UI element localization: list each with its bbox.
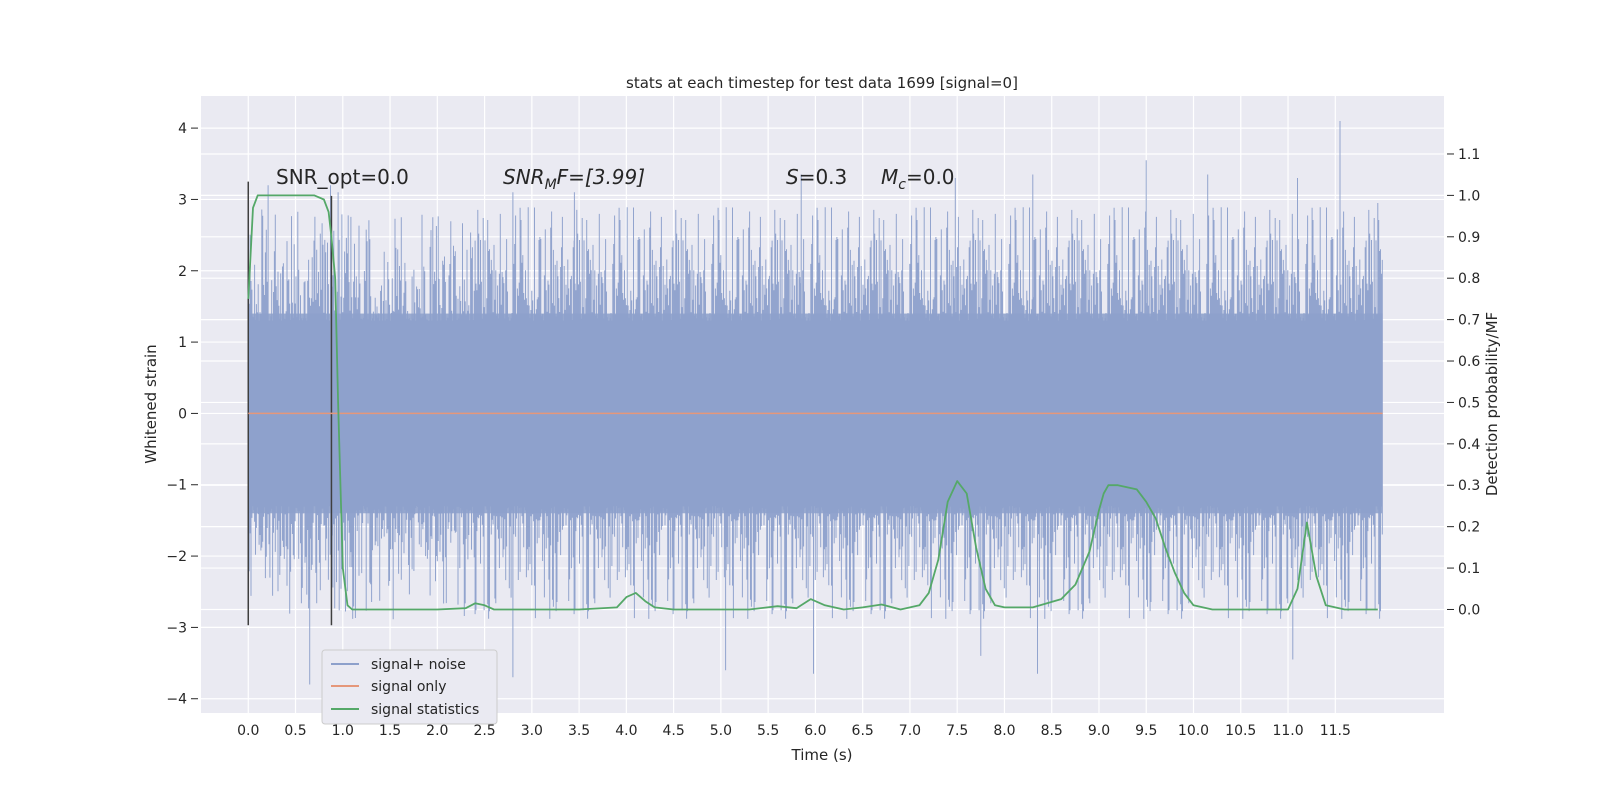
x-tick-label: 8.0 <box>993 723 1015 739</box>
legend: signal+ noise signal only signal statist… <box>321 649 498 725</box>
mc-sub: c <box>898 177 906 193</box>
y2-tick-label: 0.4 <box>1458 437 1480 453</box>
marker-lines <box>247 181 333 626</box>
y2-tick-label: 1.0 <box>1458 188 1480 204</box>
signal-statistics-line <box>247 194 1378 611</box>
annotation-mc: Mc=0.0 <box>881 165 955 193</box>
x-tick-label: 1.0 <box>332 723 354 739</box>
x-axis-title: Time (s) <box>791 746 853 764</box>
y2-tick-label: 0.5 <box>1458 395 1480 411</box>
y-tick-label: 2 <box>178 264 187 280</box>
y2-axis-title: Detection probability/MF <box>1483 312 1501 496</box>
y-tick-label: 4 <box>178 121 187 137</box>
y2-tick-label: 0.2 <box>1458 520 1480 536</box>
x-tick-label: 6.5 <box>852 723 874 739</box>
x-tick-label: 11.5 <box>1320 723 1351 739</box>
s-var: S <box>786 165 799 189</box>
x-tick-label: 10.5 <box>1225 723 1256 739</box>
annotation-snr-opt: SNR_opt=0.0 <box>276 165 409 189</box>
x-tick-label: 5.0 <box>710 723 732 739</box>
legend-label-signal-statistics: signal statistics <box>371 702 479 718</box>
y-tick-label: −2 <box>166 549 187 565</box>
y2-tick-label: 0.1 <box>1458 561 1480 577</box>
annotation-snr-mf: SNRMF=[3.99] <box>503 165 645 193</box>
tick-labels: 0.0 0.5 1.0 1.5 2.0 2.5 3.0 3.5 4.0 4.5 5.0 5.5 6.0 6… <box>166 121 1480 739</box>
x-tick-label: 7.5 <box>946 723 968 739</box>
x-tick-label: 6.0 <box>804 723 826 739</box>
legend-box <box>321 649 498 725</box>
y-tick-label: 0 <box>178 406 187 422</box>
y2-tick-label: 0.0 <box>1458 602 1480 618</box>
x-tick-label: 7.0 <box>899 723 921 739</box>
x-tick-label: 4.0 <box>615 723 637 739</box>
y-tick-label: −1 <box>166 478 187 494</box>
mc-var: M <box>881 165 898 189</box>
y-tick-label: −3 <box>166 620 187 636</box>
y2-tick-label: 1.1 <box>1458 147 1480 163</box>
x-tick-label: 1.5 <box>379 723 401 739</box>
x-tick-label: 5.5 <box>757 723 779 739</box>
x-tick-label: 4.5 <box>662 723 684 739</box>
y-tick-label: 1 <box>178 335 187 351</box>
x-tick-label: 9.0 <box>1088 723 1110 739</box>
x-tick-label: 3.5 <box>568 723 590 739</box>
x-tick-label: 0.5 <box>284 723 306 739</box>
annotation-s: S=0.3 <box>786 165 847 189</box>
x-tick-label: 2.0 <box>426 723 448 739</box>
y-tick-label: 3 <box>178 192 187 208</box>
x-tick-label: 10.0 <box>1178 723 1209 739</box>
x-tick-label: 11.0 <box>1272 723 1303 739</box>
snr-mf-sub: M <box>545 177 557 193</box>
chart-title: stats at each timestep for test data 169… <box>626 74 1018 92</box>
y2-tick-label: 0.6 <box>1458 354 1480 370</box>
x-tick-label: 9.5 <box>1135 723 1157 739</box>
y2-tick-label: 0.8 <box>1458 271 1480 287</box>
snr-mf-main: SNR <box>503 165 545 189</box>
x-tick-label: 3.0 <box>521 723 543 739</box>
legend-label-signal-noise: signal+ noise <box>371 657 466 673</box>
y2-tick-label: 0.9 <box>1458 230 1480 246</box>
s-rest: =0.3 <box>799 165 848 189</box>
legend-label-signal-only: signal only <box>371 679 446 695</box>
mc-rest: =0.0 <box>906 165 955 189</box>
snr-mf-rest-var: F=[3.99] <box>557 165 645 189</box>
y2-tick-label: 0.3 <box>1458 478 1480 494</box>
x-tick-label: 2.5 <box>473 723 495 739</box>
x-tick-label: 8.5 <box>1041 723 1063 739</box>
line-series <box>247 194 1383 611</box>
y-axis-title: Whitened strain <box>142 344 160 463</box>
y2-tick-label: 0.7 <box>1458 313 1480 329</box>
x-tick-label: 0.0 <box>237 723 259 739</box>
y-tick-label: −4 <box>166 692 187 708</box>
